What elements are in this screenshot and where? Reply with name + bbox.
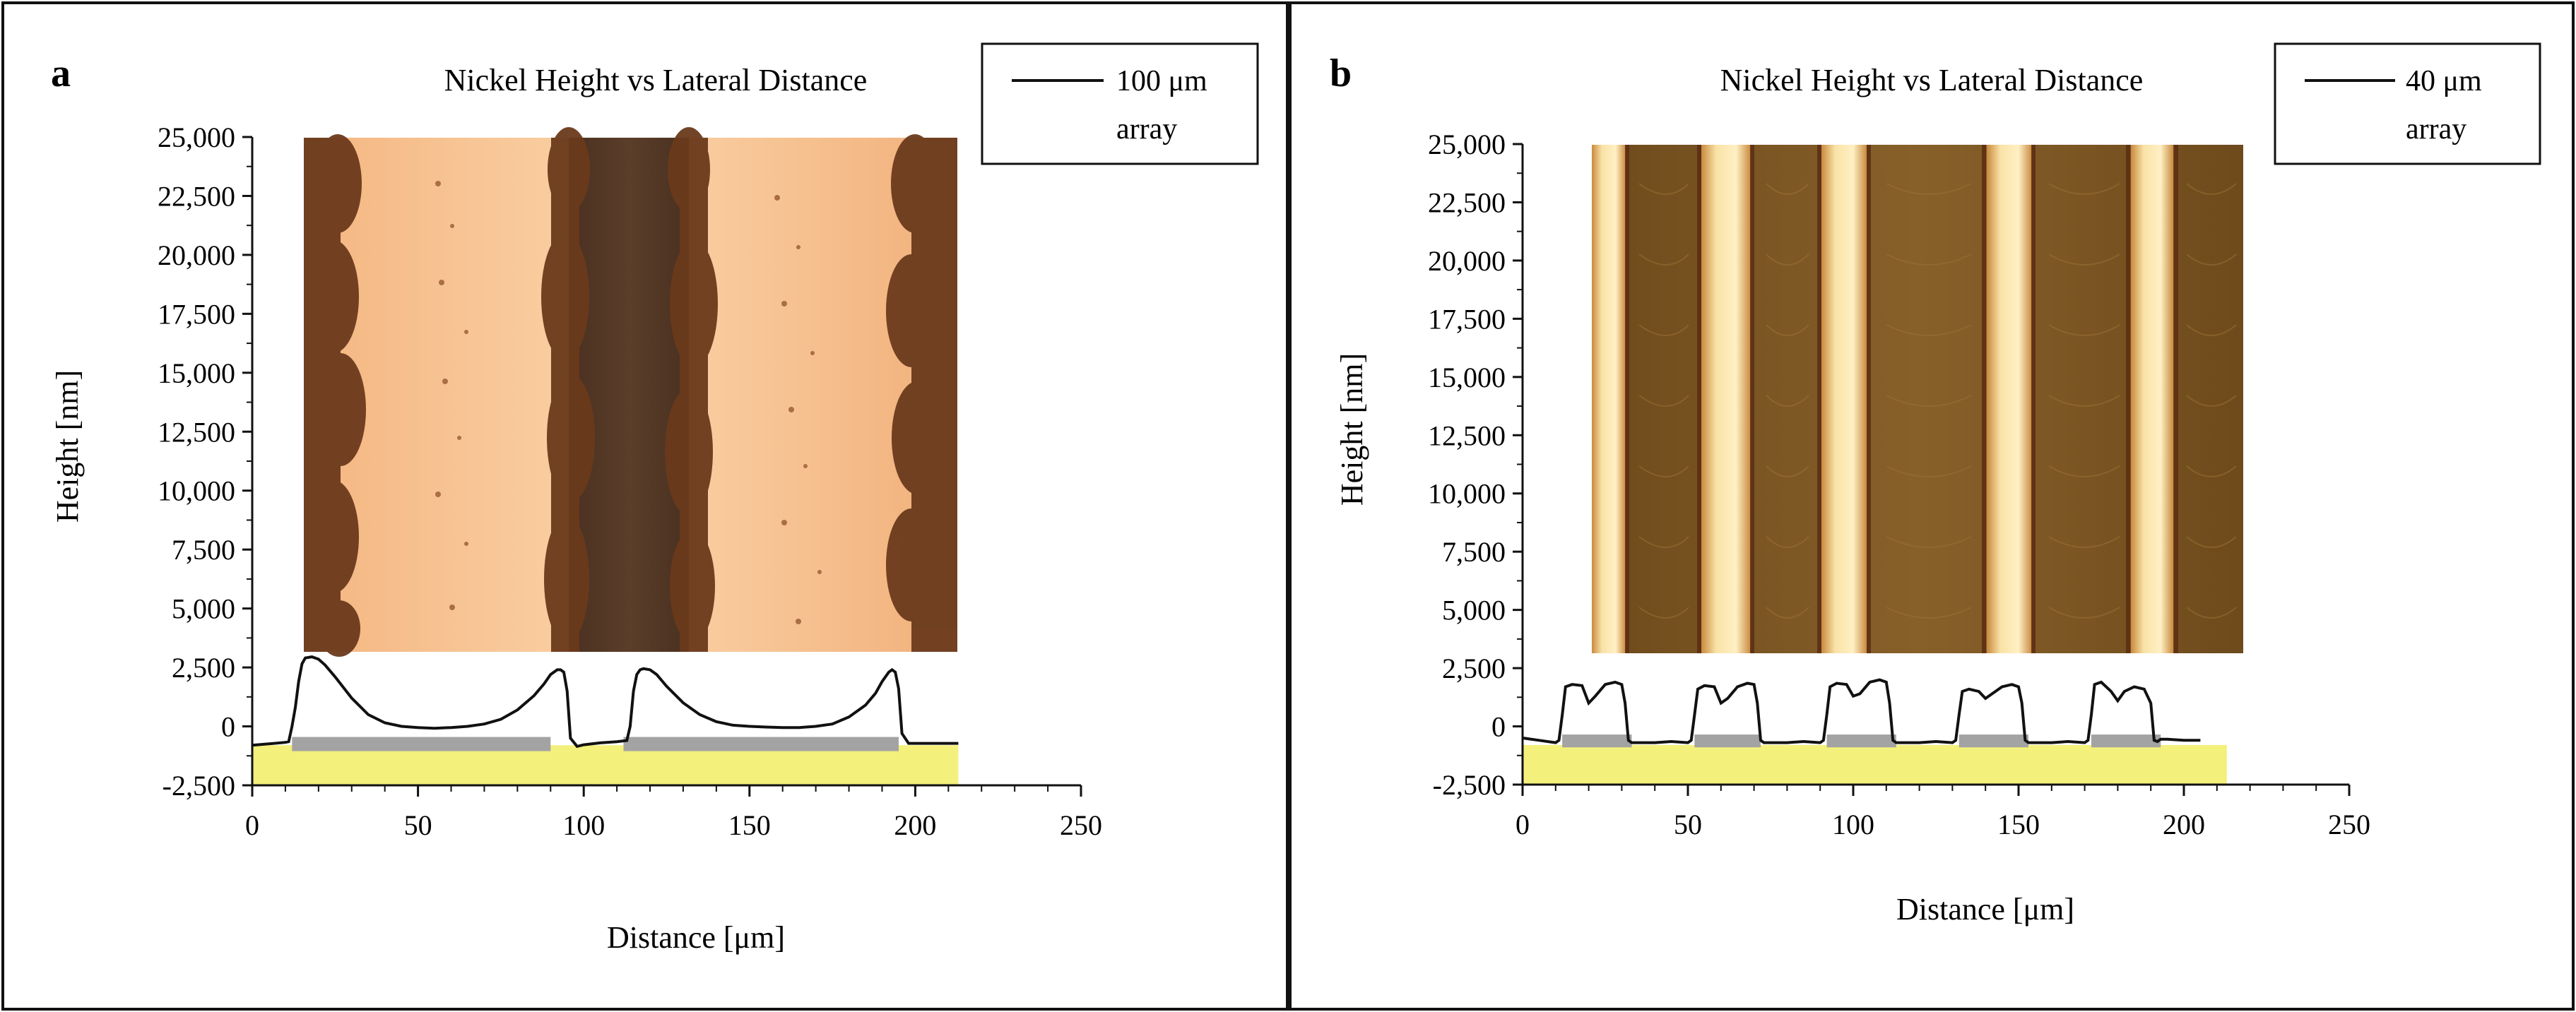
- panel-a-axes: -2,500 0 2,500 5,000 7,500 10,000 12,500 15,000…: [158, 121, 1102, 841]
- panel-b-x-tick-label: 150: [1997, 809, 2040, 840]
- panel-a-profile-line: [252, 655, 959, 749]
- panel-a-micrograph: [304, 127, 957, 657]
- panel-a-electrode-1: [292, 737, 551, 751]
- panel-b-legend: 40 μm array: [2274, 42, 2541, 165]
- panel-b-title: Nickel Height vs Lateral Distance: [1720, 63, 2144, 97]
- panel-b-xlabel: Distance [μm]: [1896, 892, 2074, 927]
- panel-b-electrode-5: [2091, 734, 2161, 748]
- panel-b-y-tick-label: 15,000: [1428, 362, 1506, 393]
- panel-b-electrodes: [1562, 734, 2161, 748]
- panel-a-electrode-2: [623, 737, 899, 751]
- panel-b-micrograph: [1592, 145, 2243, 653]
- panel-b-y-tick-label: 2,500: [1442, 653, 1506, 684]
- panel-a-legend: 100 μm array: [981, 42, 1259, 165]
- panel-a-y-tick-label: 25,000: [158, 121, 235, 153]
- panel-a-y-tick-label: 12,500: [158, 416, 235, 448]
- panel-a-substrate: [252, 745, 959, 785]
- panel-b-y-tick-label: 0: [1491, 711, 1506, 743]
- panel-a-label: a: [51, 52, 71, 95]
- panel-b-y-tick-label: 17,500: [1428, 303, 1506, 335]
- panel-a-x-tick-label: 0: [245, 809, 259, 841]
- panel-b-axes: -2,500 0 2,500 5,000 7,500 10,000 12,500 15,000…: [1428, 129, 2370, 840]
- panel-a-title: Nickel Height vs Lateral Distance: [444, 63, 868, 97]
- panel-b-x-tick-label: 0: [1516, 809, 1530, 840]
- panel-b-substrate: [1523, 744, 2227, 785]
- panel-a-y-tick-label: 2,500: [172, 652, 235, 684]
- panel-b-y-tick-label: 25,000: [1428, 129, 1506, 160]
- panel-a-legend-label-2: array: [1116, 113, 1177, 145]
- panel-a-x-tick-label: 250: [1060, 809, 1102, 841]
- panel-a-y-tick-label: 22,500: [158, 180, 235, 212]
- panel-a-y-tick-label: 7,500: [172, 534, 235, 566]
- panel-b-y-tick-label: 5,000: [1442, 595, 1506, 626]
- panel-a-legend-label: 100 μm: [1116, 65, 1207, 97]
- panel-b-ylabel: Height [nm]: [1335, 353, 1369, 506]
- panel-a-x-tick-label: 200: [894, 809, 936, 841]
- panel-a-electrodes: [292, 737, 899, 751]
- panel-b-y-tick-label: 22,500: [1428, 186, 1506, 218]
- panel-a-x-tick-label: 100: [562, 809, 605, 841]
- panel-a-y-tick-label: 0: [221, 711, 235, 743]
- panel-b: b Nickel Height vs Lateral Distance 40 μ…: [1330, 42, 2541, 927]
- panel-b-x-tick-label: 250: [2328, 809, 2370, 840]
- panel-b-x-tick-label: 50: [1674, 809, 1702, 840]
- panel-a-y-tick-label: 17,500: [158, 298, 235, 330]
- panel-a-y-tick-label: 10,000: [158, 475, 235, 507]
- panel-b-y-tick-label: -2,500: [1433, 769, 1506, 801]
- panel-b-legend-label-2: array: [2406, 113, 2466, 145]
- panel-a-legend-box: [981, 42, 1259, 165]
- panel-a-ylabel: Height [nm]: [50, 370, 85, 523]
- panel-b-frame: [1289, 1, 2575, 1011]
- panel-b-y-tick-label: 7,500: [1442, 536, 1506, 568]
- panel-a: a Nickel Height vs Lateral Distance 100 …: [50, 42, 1259, 955]
- panel-a-frame: [1, 1, 1289, 1011]
- panel-a-x-tick-label: 50: [404, 809, 432, 841]
- panel-b-y-tick-label: 20,000: [1428, 245, 1506, 277]
- panel-a-y-tick-label: 5,000: [172, 593, 235, 625]
- panel-a-xlabel: Distance [μm]: [607, 920, 785, 955]
- panel-b-electrode-2: [1694, 734, 1761, 748]
- panel-b-x-tick-label: 100: [1832, 809, 1874, 840]
- panel-a-x-tick-label: 150: [728, 809, 771, 841]
- panel-b-label: b: [1330, 52, 1352, 95]
- panel-b-legend-box: [2274, 42, 2541, 165]
- panel-b-legend-label: 40 μm: [2406, 65, 2482, 97]
- panel-b-x-tick-label: 200: [2163, 809, 2205, 840]
- panel-b-y-tick-label: 10,000: [1428, 478, 1506, 510]
- panel-b-y-tick-label: 12,500: [1428, 419, 1506, 451]
- panel-b-profile-line: [1522, 678, 2201, 744]
- panel-b-electrode-1: [1562, 734, 1632, 748]
- panel-a-y-tick-label: 20,000: [158, 239, 235, 271]
- panel-a-y-tick-label: -2,500: [163, 770, 235, 802]
- panel-b-electrode-3: [1826, 734, 1896, 748]
- panel-a-y-tick-label: 15,000: [158, 357, 235, 389]
- panel-b-electrode-4: [1958, 734, 2029, 748]
